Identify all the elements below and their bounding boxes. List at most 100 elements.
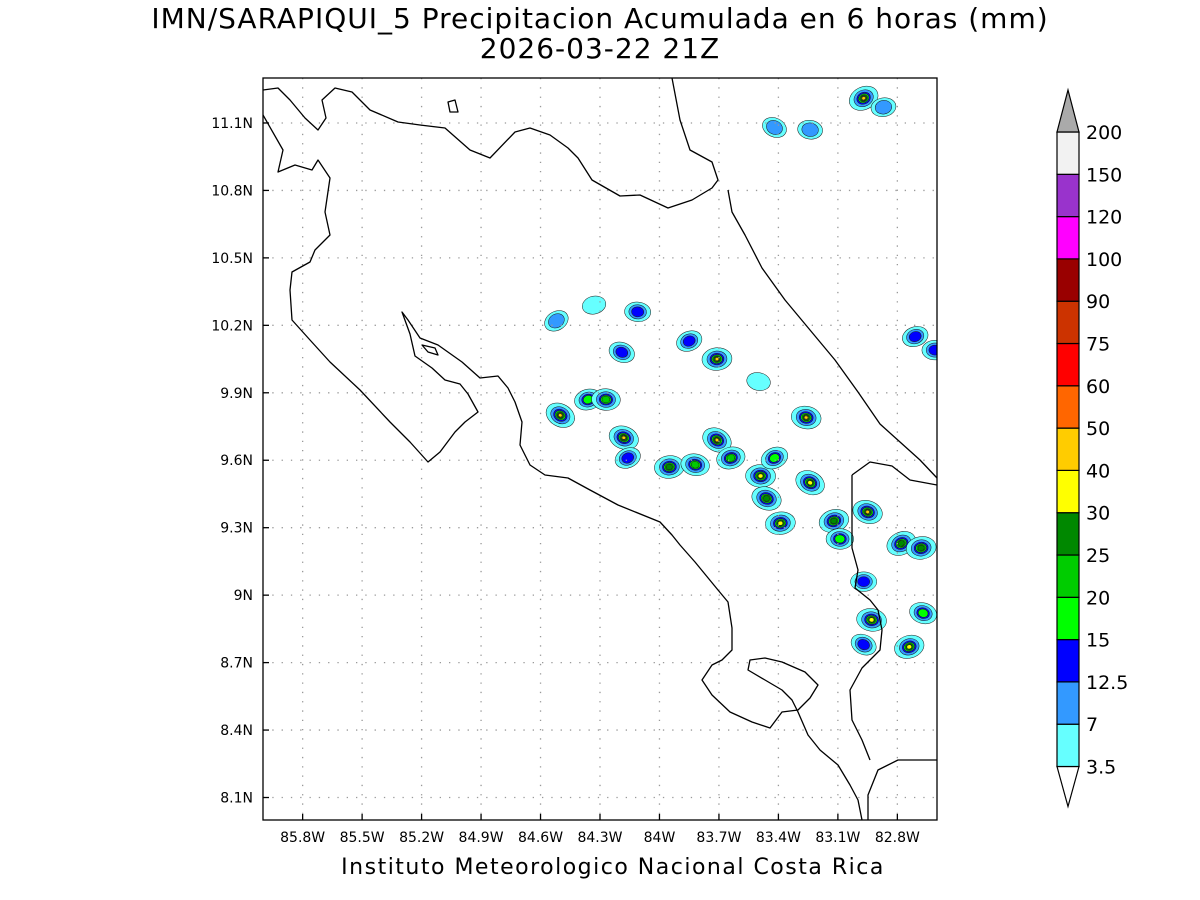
colorbar-label: 120 [1086,207,1122,229]
precip-cell [680,453,710,476]
precip-cell [902,326,929,347]
contour-level [861,96,866,101]
precip-cell [608,341,635,363]
contour-level [757,473,764,479]
precip-cell [654,455,685,479]
precip-cell [591,388,621,411]
lon-tick-label: 84W [644,830,676,846]
precip-cell [791,405,822,430]
colorbar-swatch [1056,216,1080,260]
map-grid [263,78,937,820]
lon-tick-label: 84.3W [577,830,622,846]
contour-level [874,100,892,115]
lake-island [447,99,459,113]
map-axes: 85.8W 85.5W 85.2W 84.9W 84.6W 84.3W 84W 83.7W 83… [211,116,920,846]
contour-level [690,461,700,469]
colorbar-swatch [1056,342,1080,387]
precip-cell [544,310,569,332]
lon-tick-label: 84.9W [459,830,504,846]
lat-tick-label: 8.1N [220,791,253,807]
precip-cell [745,464,776,488]
contour-level [801,122,819,137]
contour-level [834,534,846,544]
contour-level [766,120,783,135]
contour-level [631,306,645,318]
map-title: IMN/SARAPIQUI_5 Precipitacion Acumulada … [151,2,1049,35]
lon-tick-label: 85.5W [340,830,385,846]
contour-level [917,608,929,618]
contour-level [621,435,626,440]
precip-cell [746,372,771,391]
coastline [263,78,937,820]
lat-tick-label: 9.3N [220,521,253,537]
contour-level [682,335,696,347]
colorbar-label: 90 [1086,291,1110,313]
colorbar-label: 100 [1086,249,1122,271]
colorbar-label: 75 [1086,334,1110,356]
contour-level [830,517,838,525]
colorbar-label: 7 [1086,714,1098,736]
precip-cell [921,340,937,361]
precip-cell [797,119,823,140]
precip-cell [909,602,937,625]
colorbar-label: 40 [1086,460,1110,482]
colorbar-swatch [1056,638,1080,683]
precip-cell [716,446,746,470]
lat-tick-label: 10.5N [211,251,253,267]
precip-cell [760,446,788,470]
lon-tick-label: 83.7W [696,830,741,846]
contour-level [865,510,870,514]
colorbar-label: 3.5 [1086,757,1116,779]
precip-cell [905,536,937,560]
lat-tick-label: 10.8N [211,183,253,199]
precip-cell [702,427,732,453]
contour-level [621,452,634,464]
precip-cell [850,633,877,656]
precip-cell [849,85,879,111]
contour-level [714,357,720,361]
precip-cell [608,425,639,450]
contour-level [746,372,771,391]
colorbar-swatch [1056,300,1080,345]
border-north [851,461,937,486]
precip-cell [545,402,575,428]
inlet [421,344,439,356]
precip-cell [818,509,849,533]
precipitation-field [544,85,937,659]
lat-tick-label: 9.6N [220,453,253,469]
colorbar-swatch [1056,512,1080,556]
colorbar-label: 30 [1086,503,1110,525]
contour-level [601,395,611,404]
precip-cell [852,500,883,524]
pacific-coastline-nicoya [263,114,863,820]
lon-tick-label: 83.4W [756,830,801,846]
contour-level [868,617,875,623]
contour-level [804,415,809,420]
colorbar-swatch [1056,554,1080,598]
lon-tick-label: 84.6W [518,830,563,846]
colorbar-swatch [1056,173,1080,218]
precip-cell [765,511,796,535]
contour-level [582,295,607,315]
colorbar-swatch [1056,131,1080,175]
contour-level [897,540,905,547]
precip-cell [676,330,703,352]
precip-cell [751,486,782,511]
colorbar-label: 60 [1086,376,1110,398]
colorbar-label: 50 [1086,418,1110,440]
gulf-coastline [867,759,937,820]
lon-tick-label: 83.1W [815,830,860,846]
colorbar-label: 15 [1086,630,1110,652]
lat-tick-label: 8.4N [220,723,253,739]
colorbar-swatch [1056,427,1080,472]
colorbar-swatch [1056,469,1080,514]
contour-level [857,576,871,587]
precip-cell [870,97,897,117]
lat-tick-label: 9.9N [220,386,253,402]
contour-level [928,344,937,356]
contour-level [615,346,629,358]
lat-tick-label: 9N [234,588,253,604]
contour-level [558,413,563,418]
lon-tick-label: 82.8W [875,830,920,846]
